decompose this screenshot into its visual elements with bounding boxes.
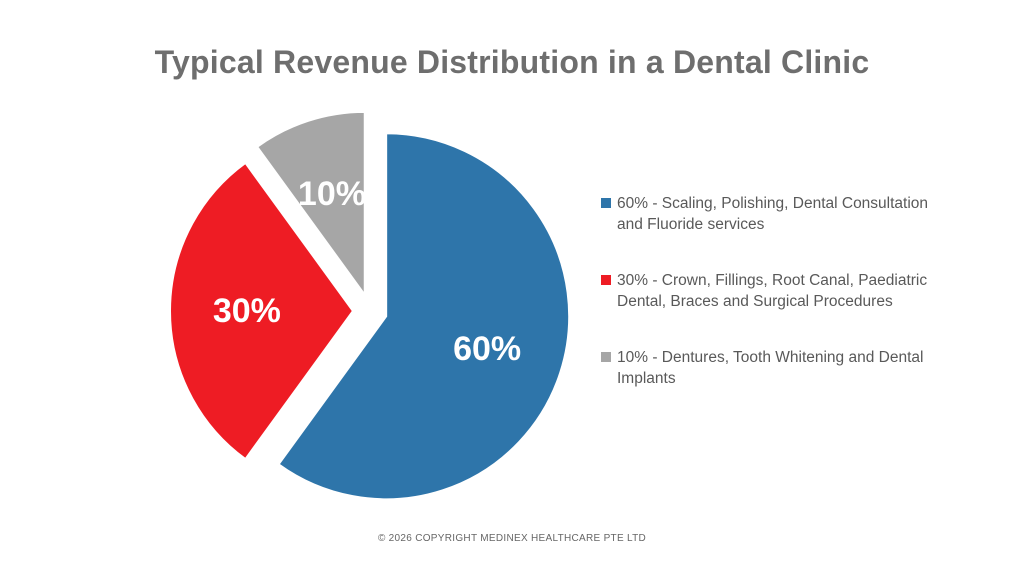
legend-swatch-60 (601, 198, 611, 208)
legend-text-10: 10% - Dentures, Tooth Whitening and Dent… (617, 349, 924, 387)
chart-title: Typical Revenue Distribution in a Dental… (154, 44, 870, 80)
legend-item-10: 10% - Dentures, Tooth Whitening and Dent… (601, 347, 931, 389)
pie-slice-30 (169, 161, 355, 461)
legend-swatch-30 (601, 275, 611, 285)
legend-swatch-10 (601, 352, 611, 362)
pie-slice-60 (277, 132, 571, 501)
legend: 60% - Scaling, Polishing, Dental Consult… (601, 193, 931, 424)
slice-label-60: 60% (453, 330, 521, 368)
legend-item-60: 60% - Scaling, Polishing, Dental Consult… (601, 193, 931, 235)
pie-slice-10 (255, 110, 366, 298)
legend-text-30: 30% - Crown, Fillings, Root Canal, Paedi… (617, 272, 928, 310)
copyright-footer: © 2026 COPYRIGHT MEDINEX HEALTHCARE PTE … (377, 533, 647, 544)
legend-text-60: 60% - Scaling, Polishing, Dental Consult… (617, 195, 929, 233)
legend-item-30: 30% - Crown, Fillings, Root Canal, Paedi… (601, 270, 931, 312)
slice-label-10: 10% (298, 175, 366, 213)
slice-label-30: 30% (213, 292, 281, 330)
